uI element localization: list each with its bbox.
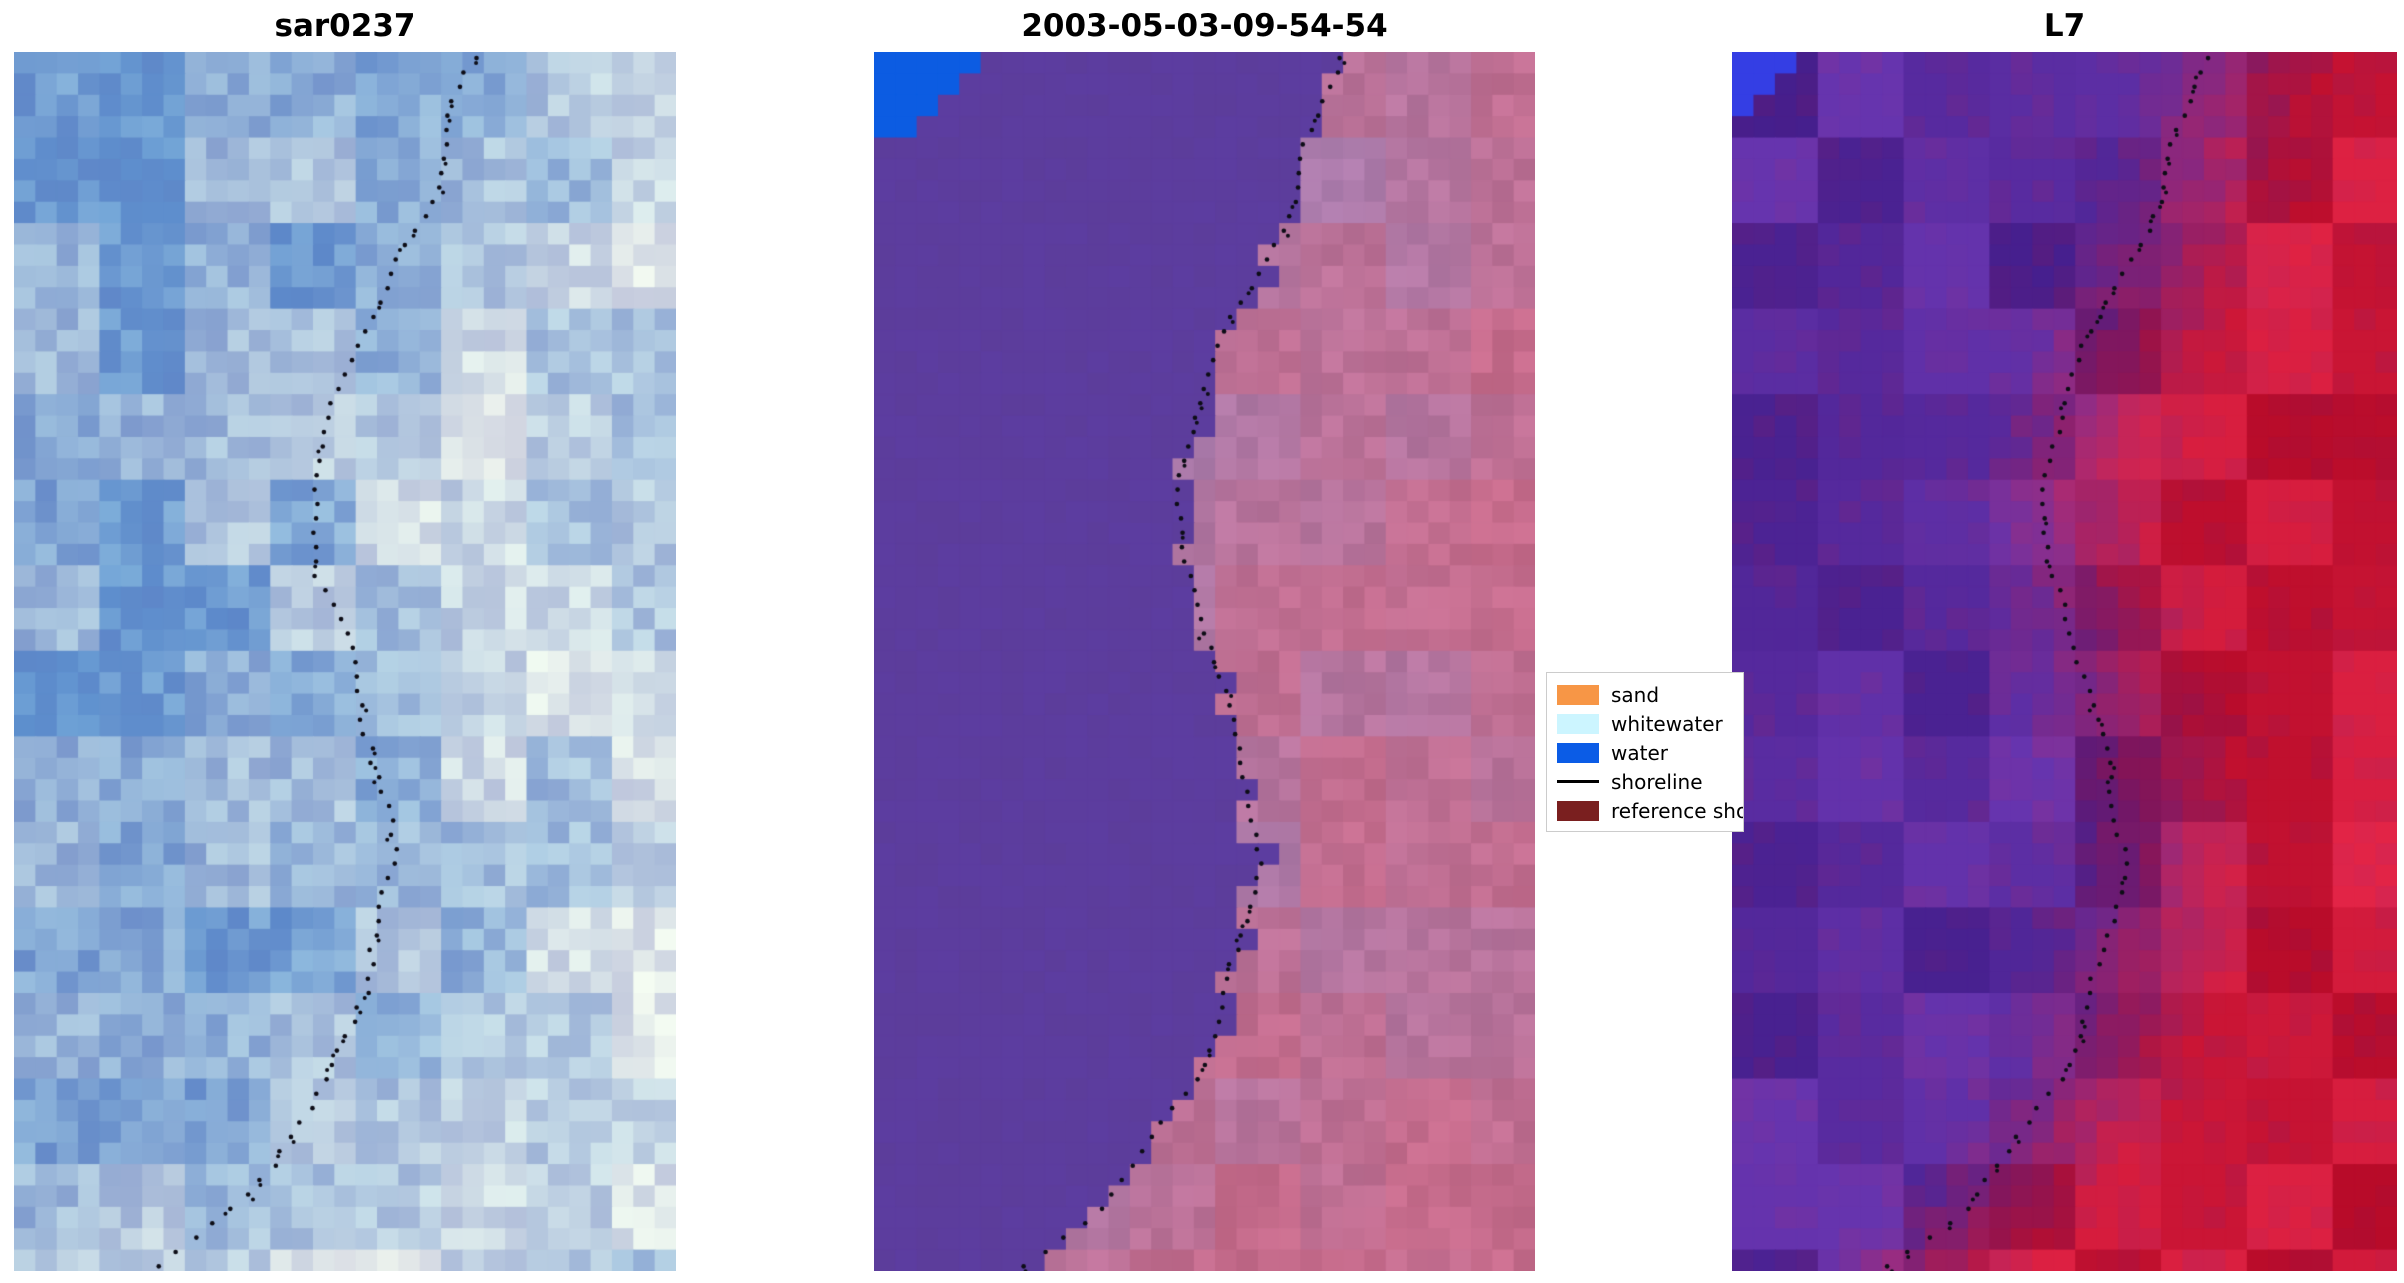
panel-sar bbox=[14, 52, 676, 1271]
legend-swatch-shoreline-line bbox=[1557, 780, 1599, 783]
legend-item-water: water bbox=[1557, 738, 1741, 767]
panel-classified bbox=[874, 52, 1535, 1271]
legend-item-whitewater: whitewater bbox=[1557, 709, 1741, 738]
l7-image bbox=[1732, 52, 2397, 1271]
legend: sand whitewater water shoreline referenc… bbox=[1546, 672, 1744, 832]
legend-swatch-water bbox=[1557, 742, 1599, 763]
sar-image bbox=[14, 52, 676, 1271]
panel-title-l7: L7 bbox=[2043, 8, 2086, 44]
panel-l7 bbox=[1732, 52, 2397, 1271]
legend-item-shoreline: shoreline bbox=[1557, 767, 1741, 796]
legend-swatch-sand bbox=[1557, 684, 1599, 705]
legend-item-sand: sand bbox=[1557, 680, 1741, 709]
legend-swatch-whitewater bbox=[1557, 713, 1599, 734]
legend-label-shoreline: shoreline bbox=[1611, 769, 1703, 794]
legend-label-whitewater: whitewater bbox=[1611, 711, 1723, 736]
legend-label-sand: sand bbox=[1611, 682, 1660, 707]
legend-label-water: water bbox=[1611, 740, 1668, 765]
legend-item-reference-shoreline: reference sho bbox=[1557, 796, 1744, 825]
panel-title-sar: sar0237 bbox=[274, 8, 416, 44]
legend-label-reference-shoreline: reference sho bbox=[1611, 798, 1744, 823]
legend-swatch-reference-shoreline bbox=[1557, 800, 1599, 821]
panel-title-classified: 2003-05-03-09-54-54 bbox=[1021, 8, 1388, 44]
classified-image bbox=[874, 52, 1535, 1271]
